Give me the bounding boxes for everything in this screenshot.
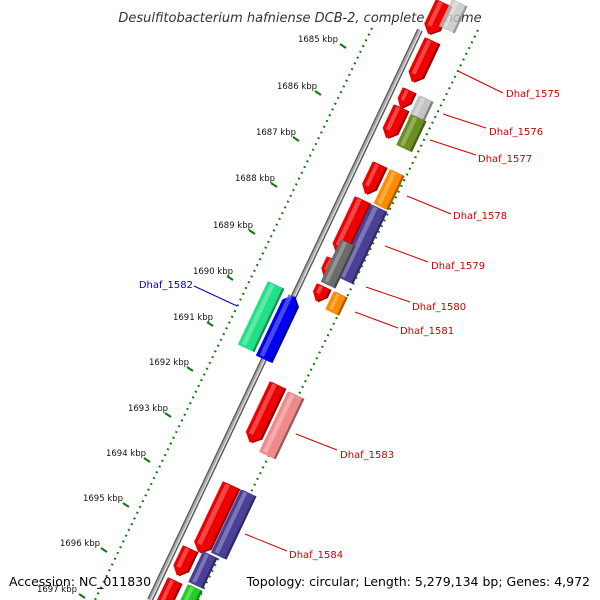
gene-label[interactable]: Dhaf_1584	[289, 550, 343, 561]
gene-label[interactable]: Dhaf_1581	[400, 326, 454, 337]
scale-tick	[270, 182, 278, 188]
genome-summary-text: Topology: circular; Length: 5,279,134 bp…	[246, 574, 590, 589]
scale-axis: 1685 kbp 1686 kbp 1687 kbp 1688 kbp 1689 kbp…	[37, 27, 373, 600]
gene-feature	[362, 161, 388, 195]
gene-feature	[194, 481, 241, 554]
scale-tick-label: 1693 kbp	[128, 404, 168, 414]
gene-label[interactable]: Dhaf_1578	[453, 211, 507, 222]
scale-tick	[226, 275, 234, 281]
gene-feature	[157, 577, 183, 600]
callout-line	[193, 285, 238, 307]
scale-tick	[248, 229, 256, 235]
callout-line	[295, 433, 338, 451]
scale-tick-label: 1694 kbp	[106, 449, 146, 459]
gene-feature	[312, 283, 332, 303]
scale-tick	[339, 43, 347, 49]
gene-feature	[320, 239, 356, 289]
scale-tick	[186, 366, 194, 372]
gene-label[interactable]: Dhaf_1579	[431, 261, 485, 272]
gene-feature	[332, 196, 372, 255]
scale-tick-label: 1689 kbp	[213, 221, 253, 231]
gene-feature	[396, 114, 427, 153]
gene-feature	[325, 291, 348, 316]
scale-tick	[164, 412, 172, 418]
gene-label[interactable]: Dhaf_1580	[412, 302, 466, 313]
gene-feature	[188, 551, 218, 589]
gene-feature	[255, 294, 300, 364]
gene-feature	[180, 584, 203, 600]
scale-tick	[100, 547, 108, 553]
gene-label[interactable]: Dhaf_1575	[506, 89, 560, 100]
scale-tick-label: 1691 kbp	[173, 313, 213, 323]
callout-line	[365, 286, 411, 303]
callout-line	[406, 195, 452, 215]
scale-tick-label: 1696 kbp	[60, 539, 100, 549]
accession-text: Accession: NC_011830	[9, 574, 151, 589]
gene-feature	[173, 545, 199, 577]
gene-feature	[259, 391, 305, 460]
gene-feature	[382, 104, 410, 139]
gene-feature	[408, 37, 441, 83]
scale-tick	[122, 502, 130, 508]
gene-feature	[210, 489, 257, 560]
scale-tick-label: 1690 kbp	[193, 267, 233, 277]
gene-features	[157, 0, 468, 600]
gene-callouts: Dhaf_1575 Dhaf_1576 Dhaf_1577 Dhaf_1578 Dhaf…	[139, 70, 560, 561]
gene-feature	[438, 0, 468, 34]
gene-label[interactable]: Dhaf_1577	[478, 154, 532, 165]
callout-line	[457, 70, 504, 94]
scale-tick-label: 1697 kbp	[37, 585, 77, 595]
scale-tick	[143, 457, 151, 463]
gene-feature	[336, 204, 388, 285]
gene-label[interactable]: Dhaf_1582	[139, 280, 193, 291]
scale-tick-label: 1685 kbp	[298, 35, 338, 45]
map-title: Desulfitobacterium hafniense DCB-2, comp…	[118, 11, 481, 26]
gene-feature	[424, 0, 453, 36]
callout-line	[354, 311, 399, 329]
callout-line	[442, 113, 487, 129]
gene-feature	[373, 169, 405, 211]
gene-feature	[397, 87, 417, 109]
scale-tick	[206, 321, 214, 327]
scale-tick-label: 1692 kbp	[149, 358, 189, 368]
scale-tick	[314, 90, 322, 96]
scale-tick-label: 1686 kbp	[277, 82, 317, 92]
scale-tick-label: 1687 kbp	[256, 128, 296, 138]
scale-tick	[292, 136, 300, 142]
scale-tick-label: 1688 kbp	[235, 174, 275, 184]
gene-label[interactable]: Dhaf_1576	[489, 127, 543, 138]
gene-label[interactable]: Dhaf_1583	[340, 450, 394, 461]
gene-feature	[245, 381, 287, 444]
scale-tick-label: 1695 kbp	[83, 494, 123, 504]
gene-feature	[237, 281, 285, 353]
callout-line	[429, 139, 477, 156]
callout-line	[244, 533, 288, 552]
callout-line	[384, 245, 429, 263]
scale-tick	[78, 593, 86, 599]
